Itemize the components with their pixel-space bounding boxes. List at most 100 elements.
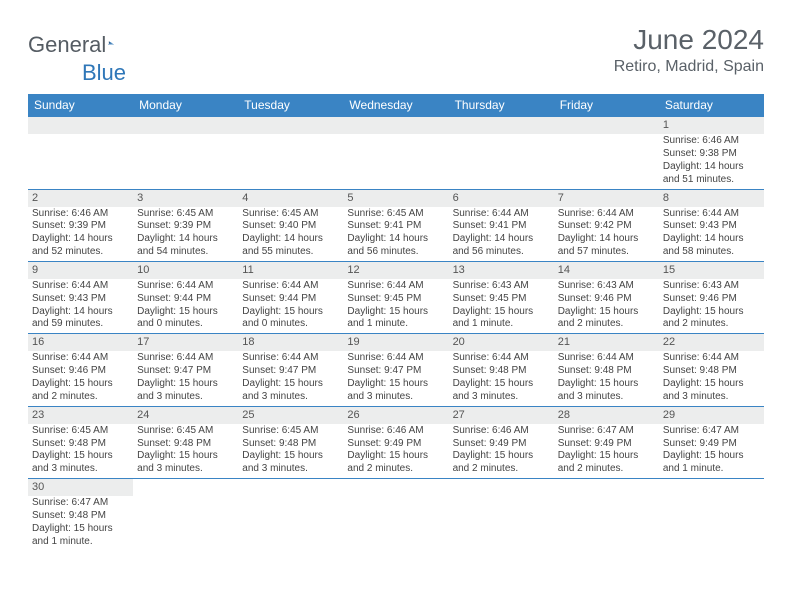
- day-cell: 1Sunrise: 6:46 AMSunset: 9:38 PMDaylight…: [659, 117, 764, 189]
- day-number: 12: [343, 262, 448, 279]
- day-body: Sunrise: 6:45 AMSunset: 9:48 PMDaylight:…: [28, 424, 133, 478]
- sailboat-icon: [108, 34, 114, 52]
- day-number: 21: [554, 334, 659, 351]
- day-number: 13: [449, 262, 554, 279]
- day-cell: 6Sunrise: 6:44 AMSunset: 9:41 PMDaylight…: [449, 189, 554, 261]
- day-body: Sunrise: 6:44 AMSunset: 9:47 PMDaylight:…: [238, 351, 343, 405]
- title-block: June 2024 Retiro, Madrid, Spain: [614, 24, 764, 76]
- day-body: Sunrise: 6:46 AMSunset: 9:49 PMDaylight:…: [449, 424, 554, 478]
- day-number: 25: [238, 407, 343, 424]
- day-cell: 5Sunrise: 6:45 AMSunset: 9:41 PMDaylight…: [343, 189, 448, 261]
- day-body: Sunrise: 6:44 AMSunset: 9:48 PMDaylight:…: [659, 351, 764, 405]
- day-cell: [133, 479, 238, 551]
- day-number: 29: [659, 407, 764, 424]
- weekday-header: Thursday: [449, 94, 554, 117]
- day-cell: [449, 479, 554, 551]
- day-number: 22: [659, 334, 764, 351]
- day-cell: 24Sunrise: 6:45 AMSunset: 9:48 PMDayligh…: [133, 406, 238, 478]
- day-number: 7: [554, 190, 659, 207]
- weekday-header: Wednesday: [343, 94, 448, 117]
- day-cell: [554, 117, 659, 189]
- day-body: Sunrise: 6:46 AMSunset: 9:38 PMDaylight:…: [659, 134, 764, 188]
- brand-first: General: [28, 32, 106, 58]
- week-row: 9Sunrise: 6:44 AMSunset: 9:43 PMDaylight…: [28, 261, 764, 333]
- weekday-header: Sunday: [28, 94, 133, 117]
- day-number: 23: [28, 407, 133, 424]
- day-number: 9: [28, 262, 133, 279]
- weekday-header: Saturday: [659, 94, 764, 117]
- day-cell: 16Sunrise: 6:44 AMSunset: 9:46 PMDayligh…: [28, 334, 133, 406]
- day-number: 3: [133, 190, 238, 207]
- day-cell: [449, 117, 554, 189]
- day-body: Sunrise: 6:44 AMSunset: 9:41 PMDaylight:…: [449, 207, 554, 261]
- day-cell: 26Sunrise: 6:46 AMSunset: 9:49 PMDayligh…: [343, 406, 448, 478]
- day-body: Sunrise: 6:46 AMSunset: 9:49 PMDaylight:…: [343, 424, 448, 478]
- day-cell: [659, 479, 764, 551]
- day-body: Sunrise: 6:44 AMSunset: 9:48 PMDaylight:…: [449, 351, 554, 405]
- day-body: Sunrise: 6:43 AMSunset: 9:46 PMDaylight:…: [659, 279, 764, 333]
- day-cell: 27Sunrise: 6:46 AMSunset: 9:49 PMDayligh…: [449, 406, 554, 478]
- day-number: 18: [238, 334, 343, 351]
- day-number: 8: [659, 190, 764, 207]
- day-number: 5: [343, 190, 448, 207]
- day-cell: [133, 117, 238, 189]
- day-cell: [343, 117, 448, 189]
- day-body: Sunrise: 6:47 AMSunset: 9:48 PMDaylight:…: [28, 496, 133, 550]
- week-row: 16Sunrise: 6:44 AMSunset: 9:46 PMDayligh…: [28, 334, 764, 406]
- day-number: 24: [133, 407, 238, 424]
- day-number: 17: [133, 334, 238, 351]
- day-cell: 23Sunrise: 6:45 AMSunset: 9:48 PMDayligh…: [28, 406, 133, 478]
- day-cell: 22Sunrise: 6:44 AMSunset: 9:48 PMDayligh…: [659, 334, 764, 406]
- day-cell: 14Sunrise: 6:43 AMSunset: 9:46 PMDayligh…: [554, 261, 659, 333]
- day-cell: 11Sunrise: 6:44 AMSunset: 9:44 PMDayligh…: [238, 261, 343, 333]
- day-body: Sunrise: 6:45 AMSunset: 9:40 PMDaylight:…: [238, 207, 343, 261]
- day-body: Sunrise: 6:46 AMSunset: 9:39 PMDaylight:…: [28, 207, 133, 261]
- title-month: June 2024: [614, 24, 764, 56]
- day-number: 28: [554, 407, 659, 424]
- week-row: 23Sunrise: 6:45 AMSunset: 9:48 PMDayligh…: [28, 406, 764, 478]
- day-cell: 28Sunrise: 6:47 AMSunset: 9:49 PMDayligh…: [554, 406, 659, 478]
- day-number: 15: [659, 262, 764, 279]
- week-row: 2Sunrise: 6:46 AMSunset: 9:39 PMDaylight…: [28, 189, 764, 261]
- day-cell: 10Sunrise: 6:44 AMSunset: 9:44 PMDayligh…: [133, 261, 238, 333]
- day-cell: 13Sunrise: 6:43 AMSunset: 9:45 PMDayligh…: [449, 261, 554, 333]
- day-number: 6: [449, 190, 554, 207]
- day-body: Sunrise: 6:44 AMSunset: 9:43 PMDaylight:…: [28, 279, 133, 333]
- day-body: Sunrise: 6:45 AMSunset: 9:41 PMDaylight:…: [343, 207, 448, 261]
- weekday-row: Sunday Monday Tuesday Wednesday Thursday…: [28, 94, 764, 117]
- day-body: Sunrise: 6:44 AMSunset: 9:44 PMDaylight:…: [238, 279, 343, 333]
- day-cell: 17Sunrise: 6:44 AMSunset: 9:47 PMDayligh…: [133, 334, 238, 406]
- weekday-header: Monday: [133, 94, 238, 117]
- day-body: Sunrise: 6:43 AMSunset: 9:46 PMDaylight:…: [554, 279, 659, 333]
- day-cell: 3Sunrise: 6:45 AMSunset: 9:39 PMDaylight…: [133, 189, 238, 261]
- day-cell: 18Sunrise: 6:44 AMSunset: 9:47 PMDayligh…: [238, 334, 343, 406]
- day-body: Sunrise: 6:44 AMSunset: 9:42 PMDaylight:…: [554, 207, 659, 261]
- day-number: 4: [238, 190, 343, 207]
- day-cell: 9Sunrise: 6:44 AMSunset: 9:43 PMDaylight…: [28, 261, 133, 333]
- day-number: 1: [659, 117, 764, 134]
- week-row: 30Sunrise: 6:47 AMSunset: 9:48 PMDayligh…: [28, 479, 764, 551]
- day-number: 19: [343, 334, 448, 351]
- calendar-table: Sunday Monday Tuesday Wednesday Thursday…: [28, 94, 764, 551]
- day-body: Sunrise: 6:45 AMSunset: 9:48 PMDaylight:…: [238, 424, 343, 478]
- day-cell: [238, 479, 343, 551]
- day-number: 16: [28, 334, 133, 351]
- day-body: Sunrise: 6:44 AMSunset: 9:47 PMDaylight:…: [343, 351, 448, 405]
- day-body: Sunrise: 6:47 AMSunset: 9:49 PMDaylight:…: [554, 424, 659, 478]
- day-cell: 19Sunrise: 6:44 AMSunset: 9:47 PMDayligh…: [343, 334, 448, 406]
- day-cell: 12Sunrise: 6:44 AMSunset: 9:45 PMDayligh…: [343, 261, 448, 333]
- day-cell: 30Sunrise: 6:47 AMSunset: 9:48 PMDayligh…: [28, 479, 133, 551]
- day-cell: [28, 117, 133, 189]
- day-number: 27: [449, 407, 554, 424]
- day-body: Sunrise: 6:44 AMSunset: 9:47 PMDaylight:…: [133, 351, 238, 405]
- day-body: Sunrise: 6:44 AMSunset: 9:43 PMDaylight:…: [659, 207, 764, 261]
- day-cell: [343, 479, 448, 551]
- day-cell: 21Sunrise: 6:44 AMSunset: 9:48 PMDayligh…: [554, 334, 659, 406]
- day-cell: 25Sunrise: 6:45 AMSunset: 9:48 PMDayligh…: [238, 406, 343, 478]
- day-number: 30: [28, 479, 133, 496]
- day-body: Sunrise: 6:45 AMSunset: 9:39 PMDaylight:…: [133, 207, 238, 261]
- week-row: 1Sunrise: 6:46 AMSunset: 9:38 PMDaylight…: [28, 117, 764, 189]
- day-body: Sunrise: 6:44 AMSunset: 9:46 PMDaylight:…: [28, 351, 133, 405]
- day-body: Sunrise: 6:45 AMSunset: 9:48 PMDaylight:…: [133, 424, 238, 478]
- day-cell: 4Sunrise: 6:45 AMSunset: 9:40 PMDaylight…: [238, 189, 343, 261]
